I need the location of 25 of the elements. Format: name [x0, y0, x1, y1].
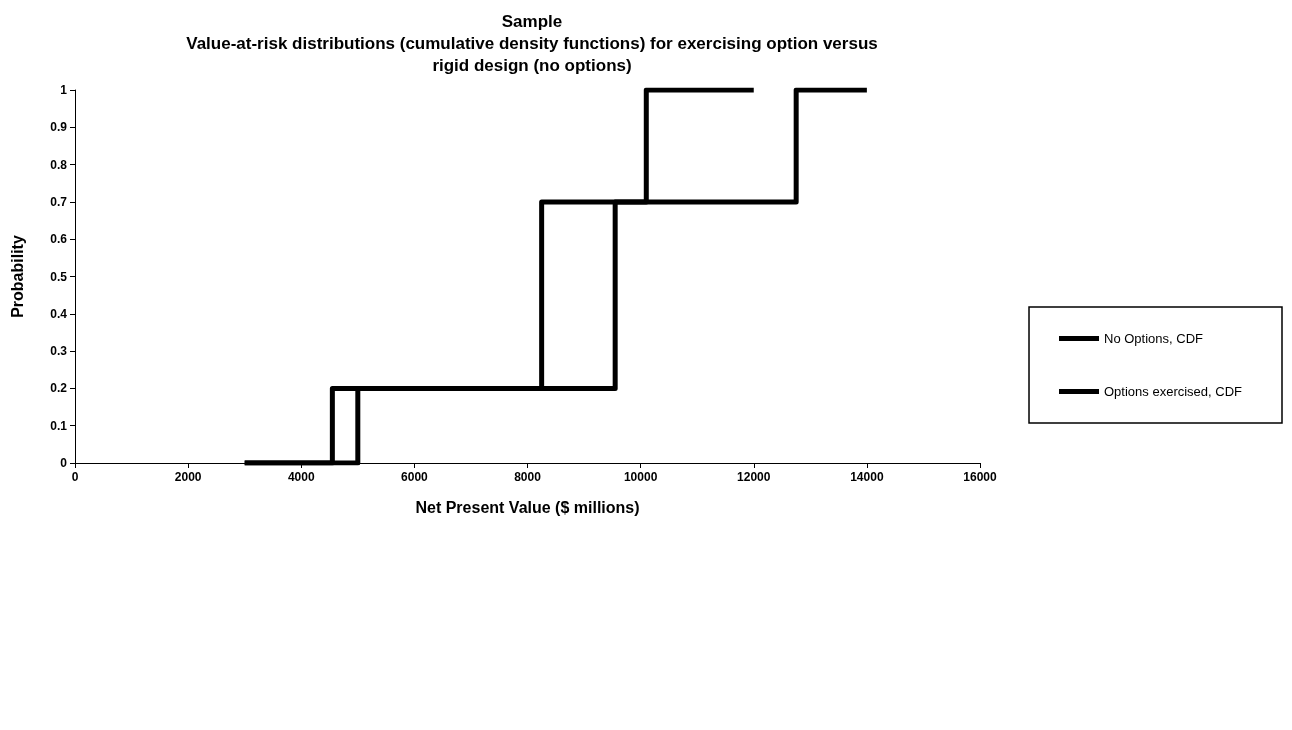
- y-tick-label: 0.8: [50, 157, 68, 172]
- y-tick-label: 0.7: [50, 194, 68, 209]
- y-tick-label: 0.3: [50, 344, 68, 359]
- x-axis-title: Net Present Value ($ millions): [415, 498, 640, 516]
- chart-title: Sample Value-at-risk distributions (cumulative density functions) for exercising option versus rigid design (no options): [186, 11, 878, 75]
- x-tick-label: 14000: [850, 470, 884, 484]
- y-axis-title: Probability: [8, 235, 26, 318]
- x-tick-label: 16000: [963, 470, 998, 484]
- x-tick-label: 8000: [514, 470, 542, 484]
- x-tick-label: 10000: [623, 470, 658, 484]
- y-tick-label: 0.9: [50, 120, 68, 135]
- legend-label: Options exercised, CDF: [1104, 384, 1243, 399]
- y-tick-label: 0.5: [50, 269, 68, 284]
- y-tick-label: 0.2: [50, 381, 68, 396]
- x-tick-label: 2000: [174, 470, 202, 484]
- legend-label: No Options, CDF: [1104, 331, 1204, 346]
- y-tick-label: 0.6: [50, 232, 68, 247]
- y-tick-label: 0.4: [50, 306, 68, 321]
- x-tick-label: 6000: [401, 470, 429, 484]
- x-tick-label: 12000: [737, 470, 771, 484]
- y-tick-label: 0.1: [50, 418, 68, 433]
- y-tick-label: 1: [60, 83, 68, 97]
- x-tick-label: 4000: [287, 470, 315, 484]
- x-tick-label: 0: [71, 470, 79, 484]
- y-tick-label: 0: [60, 456, 68, 470]
